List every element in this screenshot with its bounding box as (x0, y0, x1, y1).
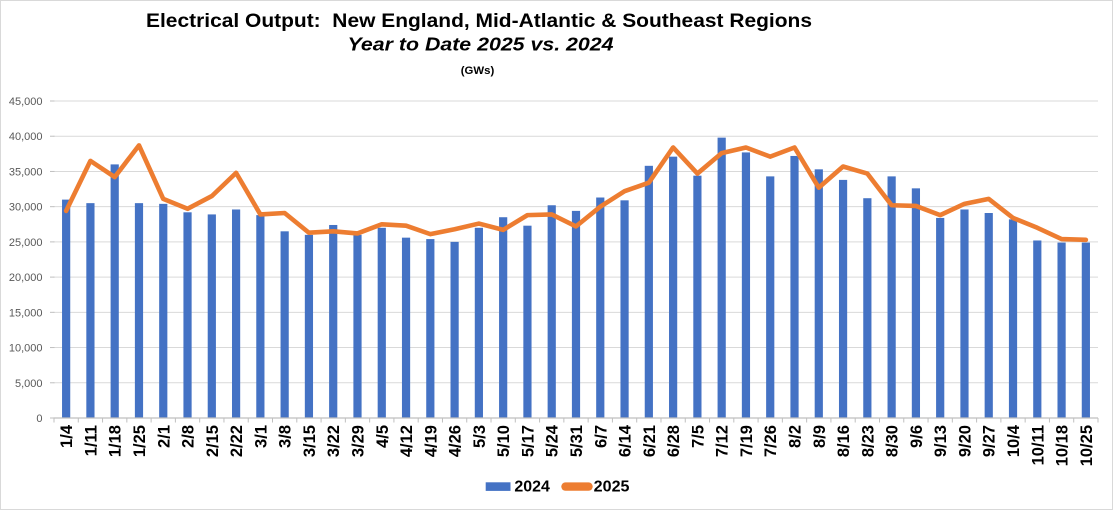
svg-text:6/21: 6/21 (641, 425, 659, 457)
svg-text:3/22: 3/22 (325, 425, 343, 457)
svg-text:35,000: 35,000 (9, 166, 43, 178)
svg-text:4/19: 4/19 (422, 425, 440, 457)
svg-text:45,000: 45,000 (9, 96, 43, 108)
svg-text:0: 0 (36, 413, 42, 425)
svg-text:15,000: 15,000 (9, 307, 43, 319)
svg-text:7/26: 7/26 (762, 425, 780, 457)
svg-text:2/1: 2/1 (155, 425, 173, 448)
svg-text:10/4: 10/4 (1005, 424, 1023, 457)
svg-text:25,000: 25,000 (9, 237, 43, 249)
svg-text:1/11: 1/11 (82, 425, 100, 456)
svg-text:4/12: 4/12 (398, 425, 416, 457)
svg-text:10/18: 10/18 (1054, 425, 1072, 466)
svg-text:8/16: 8/16 (835, 425, 853, 457)
svg-text:5/17: 5/17 (519, 425, 537, 457)
svg-text:2/8: 2/8 (180, 425, 198, 448)
svg-text:6/7: 6/7 (592, 425, 610, 448)
svg-text:8/9: 8/9 (811, 425, 829, 448)
svg-text:9/6: 9/6 (908, 425, 926, 448)
svg-text:9/13: 9/13 (932, 425, 950, 457)
svg-text:5/10: 5/10 (495, 425, 513, 457)
svg-text:Electrical Output: New Englan: Electrical Output: New England, Mid-Atla… (146, 11, 812, 32)
svg-text:3/1: 3/1 (252, 425, 270, 448)
svg-text:1/4: 1/4 (58, 424, 76, 448)
svg-text:10/25: 10/25 (1078, 425, 1096, 466)
svg-text:1/18: 1/18 (107, 425, 125, 457)
svg-text:5/31: 5/31 (568, 425, 586, 457)
svg-text:4/26: 4/26 (447, 425, 465, 457)
svg-text:3/15: 3/15 (301, 425, 319, 457)
svg-text:40,000: 40,000 (9, 131, 43, 143)
svg-text:5/24: 5/24 (544, 424, 562, 457)
svg-text:2025: 2025 (594, 478, 630, 495)
svg-text:5,000: 5,000 (15, 378, 43, 390)
svg-text:8/23: 8/23 (859, 425, 877, 457)
svg-text:2/15: 2/15 (204, 425, 222, 457)
svg-text:7/12: 7/12 (714, 425, 732, 457)
svg-text:10,000: 10,000 (9, 343, 43, 355)
svg-text:9/20: 9/20 (956, 425, 974, 457)
svg-text:10/11: 10/11 (1029, 425, 1047, 465)
svg-text:30,000: 30,000 (9, 202, 43, 214)
svg-text:4/5: 4/5 (374, 425, 392, 448)
svg-text:7/5: 7/5 (689, 425, 707, 448)
svg-text:8/2: 8/2 (787, 425, 805, 448)
svg-text:6/28: 6/28 (665, 425, 683, 457)
svg-text:20,000: 20,000 (9, 272, 43, 284)
svg-text:5/3: 5/3 (471, 425, 489, 448)
svg-text:2/22: 2/22 (228, 425, 246, 457)
svg-text:Year to Date 2025 vs. 2024: Year to Date 2025 vs. 2024 (348, 35, 614, 55)
svg-text:(GWs): (GWs) (461, 65, 495, 77)
svg-text:8/30: 8/30 (884, 425, 902, 457)
svg-text:1/25: 1/25 (131, 425, 149, 457)
svg-text:9/27: 9/27 (981, 425, 999, 457)
svg-text:3/8: 3/8 (277, 425, 295, 448)
svg-text:2024: 2024 (514, 478, 550, 495)
svg-text:3/29: 3/29 (349, 425, 367, 457)
svg-text:7/19: 7/19 (738, 425, 756, 457)
svg-text:6/14: 6/14 (617, 424, 635, 457)
